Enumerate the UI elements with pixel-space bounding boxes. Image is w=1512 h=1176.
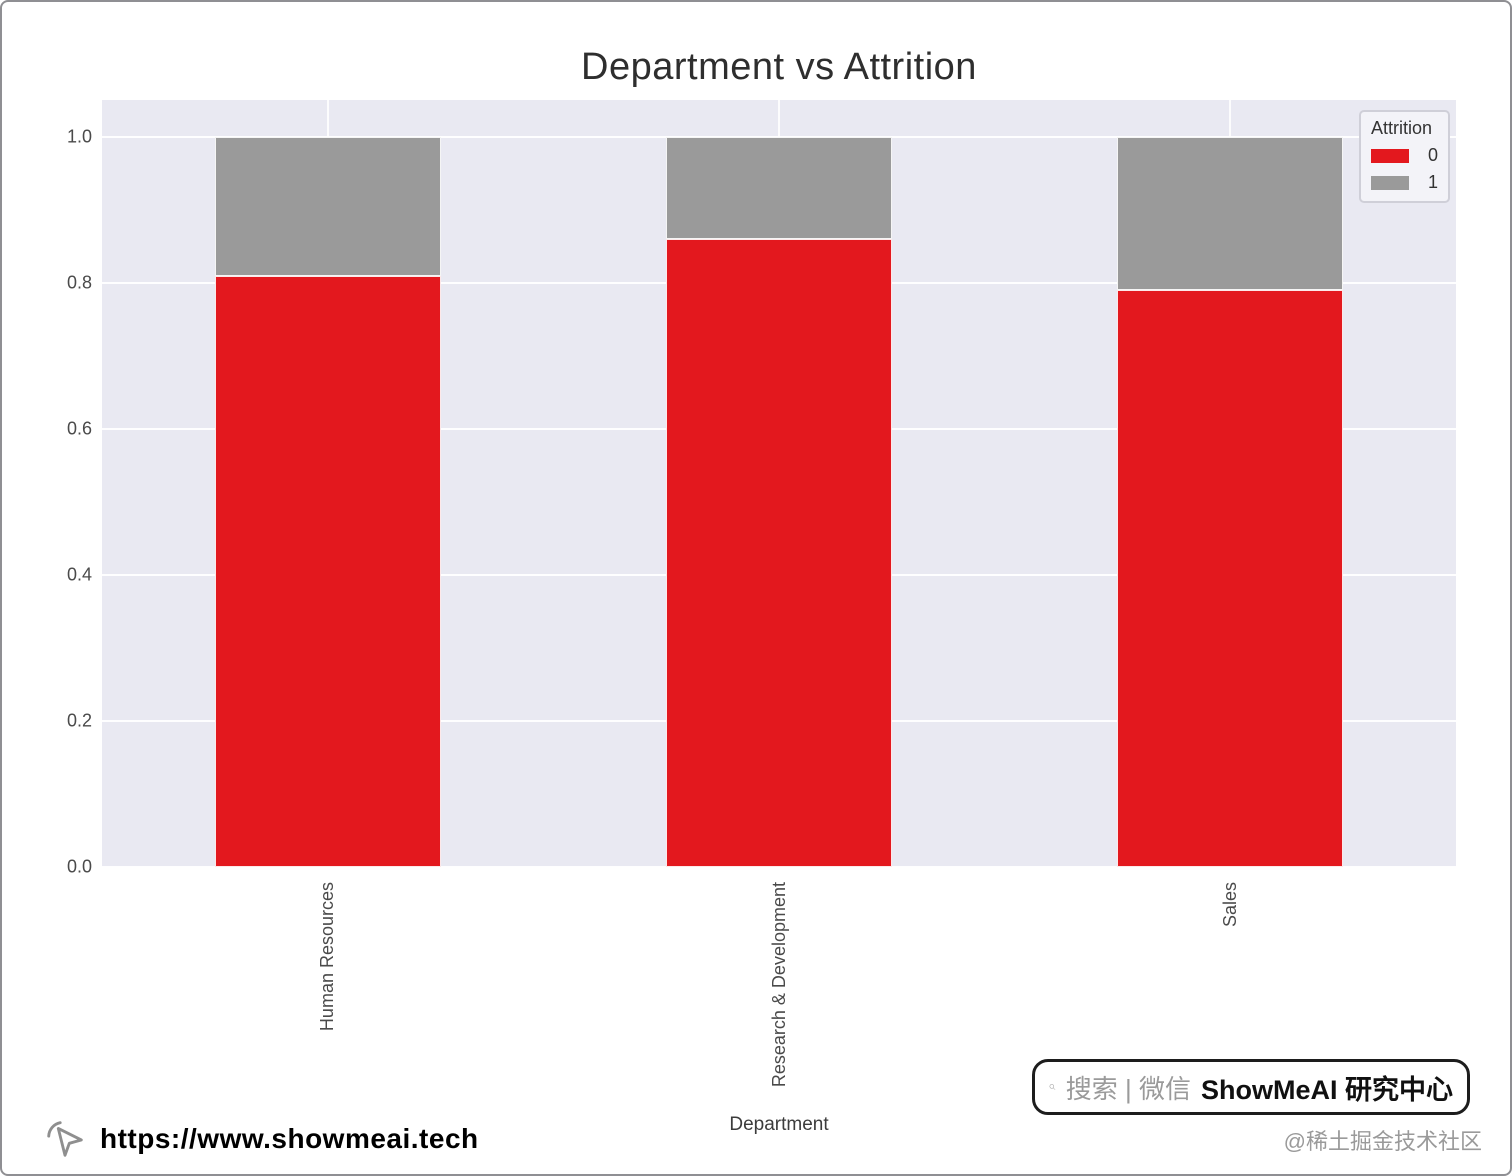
chart-title: Department vs Attrition [581, 46, 977, 88]
x-axis-label: Department [729, 1114, 829, 1135]
legend: Attrition 0 1 [1359, 110, 1450, 203]
legend-title: Attrition [1371, 118, 1433, 138]
legend-swatch-red [1371, 148, 1409, 163]
search-prefix-text: 搜索 | 微信 [1065, 1073, 1191, 1104]
legend-label: 0 [1427, 145, 1438, 165]
bar-human-resources-series-0 [215, 276, 441, 867]
bar-research-development-series-1 [666, 137, 892, 239]
bar-sales-series-0 [1117, 290, 1343, 867]
x-tick-label: Sales [1219, 882, 1240, 928]
y-tick-label: 1.0 [66, 126, 92, 147]
x-tick: Research & Development [766, 882, 792, 1087]
x-tick: Human Resources [315, 882, 341, 1031]
y-tick-label: 0.8 [66, 272, 92, 293]
legend-swatch-gray [1371, 175, 1409, 190]
cursor-icon [47, 1121, 83, 1157]
watermark-search-box: 搜索 | 微信 ShowMeAI 研究中心 [1032, 1059, 1470, 1115]
y-tick-label: 0.6 [66, 418, 92, 439]
plot-area [102, 100, 1456, 868]
bar-sales-series-1 [1117, 137, 1343, 290]
search-brand-text: ShowMeAI 研究中心 [1200, 1074, 1453, 1105]
y-tick-label: 0.4 [66, 564, 92, 585]
x-tick-label: Human Resources [317, 882, 338, 1032]
bar-research-development-series-0 [666, 239, 892, 867]
gridline-y-0.0 [102, 866, 1456, 868]
search-icon [1049, 1084, 1056, 1090]
y-tick-label: 0.0 [66, 856, 92, 877]
x-tick-label: Research & Development [768, 882, 789, 1088]
watermark-url-block: https://www.showmeai.tech [42, 1116, 479, 1162]
legend-label: 1 [1427, 172, 1438, 192]
y-tick-label: 0.2 [66, 710, 92, 731]
bar-human-resources-series-1 [215, 137, 441, 276]
legend-entry-1: 1 [1371, 172, 1438, 193]
watermark-url-text[interactable]: https://www.showmeai.tech [100, 1123, 479, 1154]
x-tick: Sales [1217, 882, 1243, 927]
watermark-credit: @稀土掘金技术社区 [1283, 1129, 1482, 1154]
legend-entry-0: 0 [1371, 145, 1438, 166]
